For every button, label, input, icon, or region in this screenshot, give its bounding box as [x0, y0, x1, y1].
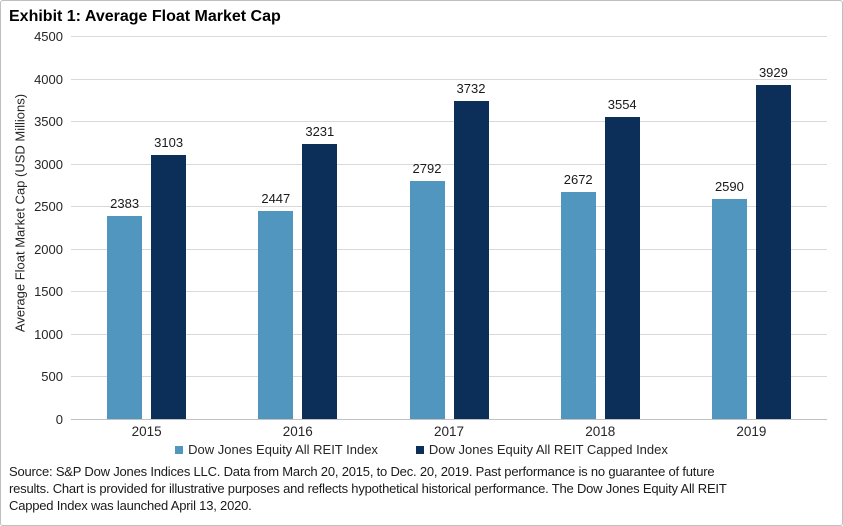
bar-item: 2590 — [711, 179, 747, 419]
y-axis-tick-label: 2500 — [34, 199, 63, 215]
bar-item: 3231 — [302, 124, 338, 419]
y-axis-tick-label: 2000 — [34, 241, 63, 257]
y-axis-tick-label: 4000 — [34, 71, 63, 87]
bar-value-label: 2672 — [563, 171, 593, 187]
bar-group: 2672 3554 — [525, 36, 676, 419]
bar-value-label: 3231 — [305, 124, 335, 140]
chart-title: Exhibit 1: Average Float Market Cap — [9, 8, 281, 25]
bar-value-label: 2792 — [412, 161, 442, 177]
legend-label: Dow Jones Equity All REIT Capped Index — [428, 442, 668, 457]
bar-item: 2792 — [409, 161, 445, 419]
legend-label: Dow Jones Equity All REIT Index — [188, 442, 378, 457]
bar-group: 2590 3929 — [676, 36, 827, 419]
plot-area: 2383 3103 2447 3231 2792 3732 2672 3554 2590 3929 — [71, 36, 827, 420]
y-axis-tick-label: 1000 — [34, 326, 63, 342]
y-axis-tick-label: 0 — [55, 412, 63, 427]
gridline — [71, 78, 827, 80]
gridline — [71, 291, 827, 293]
legend-item: Dow Jones Equity All REIT Index — [175, 442, 378, 457]
source-note-line: Capped Index was launched April 13, 2020… — [9, 497, 252, 513]
bar-value-label: 2590 — [714, 178, 744, 194]
gridline — [71, 163, 827, 165]
bar-group: 2792 3732 — [373, 36, 524, 419]
x-axis-label: 2017 — [433, 424, 465, 439]
y-axis-tick-labels: 0 500 1000 1500 2000 2500 3000 3500 4000 4500 — [1, 29, 63, 427]
legend-swatch — [415, 445, 424, 454]
bar-reit-index — [258, 210, 294, 419]
y-axis-tick-label: 3500 — [34, 114, 63, 130]
bar-value-label: 3929 — [758, 64, 788, 80]
bar-group: 2383 3103 — [71, 36, 222, 419]
bar-item: 2447 — [258, 191, 294, 419]
bar-groups: 2383 3103 2447 3231 2792 3732 2672 3554 2590 3929 — [71, 36, 827, 419]
bar-reit-capped-index — [604, 116, 640, 419]
bar-value-label: 2383 — [110, 196, 140, 212]
x-axis-label: 2018 — [585, 424, 616, 439]
bar-reit-index — [560, 191, 596, 419]
x-axis-label: 2016 — [282, 424, 313, 439]
y-axis-tick-label: 3000 — [34, 156, 63, 172]
bar-item: 2672 — [560, 172, 596, 419]
x-axis-label: 2019 — [736, 424, 767, 439]
source-note-line: results. Chart is provided for illustrat… — [9, 480, 727, 496]
y-axis-tick-label: 1500 — [34, 284, 63, 300]
bar-reit-index — [107, 216, 143, 419]
legend: Dow Jones Equity All REIT Index Dow Jones… — [1, 442, 842, 457]
bar-item: 3103 — [151, 135, 187, 419]
gridline — [71, 36, 827, 37]
gridline — [71, 248, 827, 250]
y-axis-tick-label: 4500 — [34, 29, 63, 44]
bar-item: 3554 — [604, 97, 640, 419]
gridline — [71, 206, 827, 208]
legend-swatch — [175, 445, 184, 454]
bar-value-label: 3103 — [154, 134, 184, 150]
bar-reit-capped-index — [755, 84, 791, 419]
bar-item: 2383 — [107, 196, 143, 419]
legend-item: Dow Jones Equity All REIT Capped Index — [415, 442, 668, 457]
x-axis-label: 2015 — [131, 424, 162, 439]
x-axis-labels: 2015 2016 2017 2018 2019 — [71, 424, 827, 439]
y-axis-tick-label: 500 — [41, 369, 63, 385]
source-note-line: Source: S&P Dow Jones Indices LLC. Data … — [9, 464, 715, 479]
gridline — [71, 333, 827, 335]
bar-item: 3929 — [755, 65, 791, 419]
bar-reit-index — [409, 181, 445, 419]
bar-value-label: 3732 — [456, 81, 486, 97]
bar-value-label: 3554 — [607, 96, 637, 112]
bar-reit-capped-index — [453, 101, 489, 419]
bar-reit-index — [711, 198, 747, 419]
bar-value-label: 2447 — [261, 190, 291, 206]
bar-group: 2447 3231 — [222, 36, 373, 419]
bar-item: 3732 — [453, 81, 489, 419]
source-note: Source: S&P Dow Jones Indices LLC. Data … — [9, 464, 836, 515]
gridline — [71, 121, 827, 123]
bar-reit-capped-index — [151, 154, 187, 419]
gridline — [71, 376, 827, 378]
bar-reit-capped-index — [302, 144, 338, 419]
